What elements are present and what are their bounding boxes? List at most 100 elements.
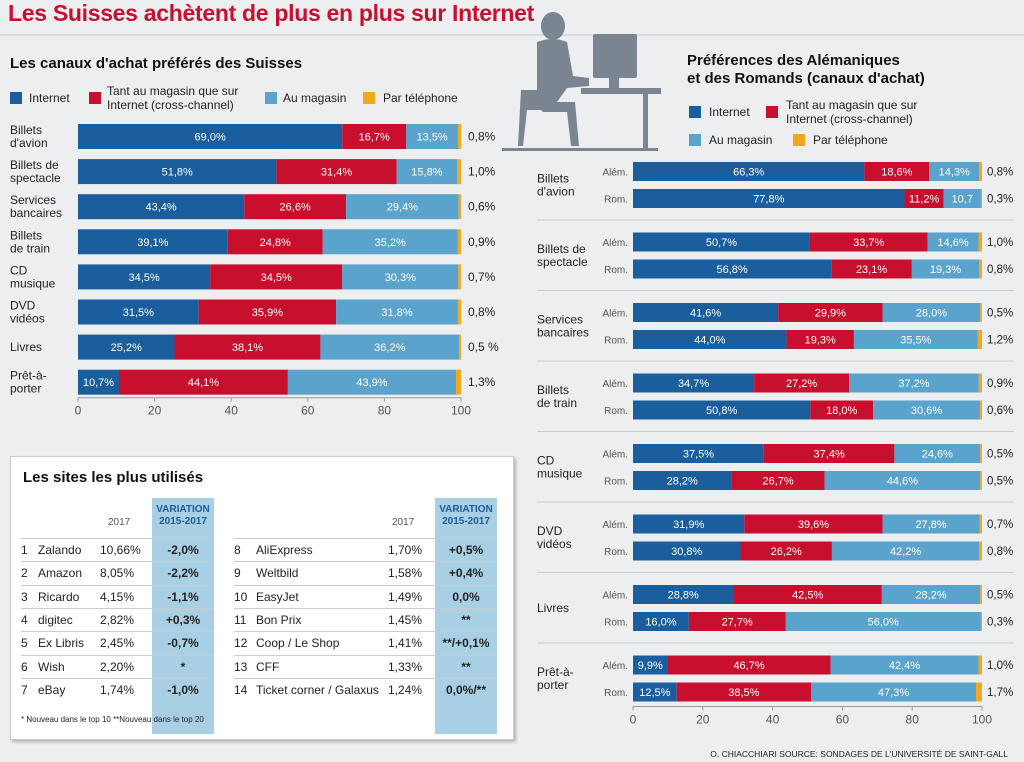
- chart2-row1-rom-magasin-label: 19,3%: [930, 264, 961, 276]
- legend2-cross-line1: Tant au magasin que sur: [786, 98, 918, 112]
- chart2-row7-rom-internet-bar: [633, 682, 677, 702]
- sites-table-panel: Les sites les plus utilisés 2017 VARIATI…: [10, 456, 514, 740]
- rank-cell: 14: [234, 682, 248, 697]
- chart2-row2-alem-internet-label: 41,6%: [690, 308, 721, 320]
- chart2-row3-rom-cross-label: 18,0%: [826, 405, 857, 417]
- table-row: 9 Weltbild 1,58% +0,4%: [11, 562, 511, 585]
- legend2-cross-swatch: [766, 106, 778, 118]
- chart2-category-label: bancaires: [537, 326, 589, 340]
- chart1-row5-internet-label: 31,5%: [123, 307, 154, 319]
- chart2-row0-alem-telephone-label: 0,8%: [987, 167, 1013, 179]
- chart1-row0-telephone-bar: [457, 124, 461, 149]
- table-row: 3 Ricardo 4,15% -1,1%: [11, 586, 511, 609]
- share-cell: 2,20%: [100, 659, 135, 674]
- variation-cell: 0,0%/**: [445, 682, 487, 697]
- variation-cell: -2,0%: [167, 543, 199, 557]
- chart2-group-label: Rom.: [604, 618, 628, 629]
- chart2-row4-rom-internet-label: 28,2%: [667, 476, 698, 488]
- variation-cell: *: [180, 659, 186, 674]
- chart2-group-label: Rom.: [604, 336, 628, 347]
- rank-cell: 10: [234, 589, 248, 604]
- share-cell: 2,82%: [100, 612, 135, 627]
- chart2-group-label: Além.: [602, 379, 628, 390]
- chart2-row7-alem-cross-bar: [667, 655, 831, 675]
- chart2-row0-rom-cross-label: 11,2%: [909, 194, 940, 206]
- chart2-row5-rom-telephone-label: 0,8%: [987, 546, 1013, 558]
- chart2-group-label: Além.: [602, 591, 628, 602]
- legend-magasin-swatch: [265, 92, 277, 104]
- variation-header-left-line2: 2015-2017: [159, 516, 207, 527]
- row-divider: [234, 538, 497, 539]
- chart2-row4-alem-telephone-bar: [980, 444, 982, 463]
- chart1-row5-telephone-bar: [457, 299, 461, 325]
- legend-cross-label: Tant au magasin que sur Internet (cross-c…: [107, 84, 238, 112]
- share-cell: 1,70%: [388, 543, 423, 557]
- chart2-row1-alem-magasin-bar: [927, 232, 979, 252]
- chart1-row7-cross-label: 44,1%: [188, 377, 219, 389]
- site-name-cell: EasyJet: [256, 589, 299, 604]
- chart1-row5-internet-bar: [78, 299, 199, 325]
- site-name-cell: Ticket corner / Galaxus: [256, 682, 379, 697]
- table-row: 13 CFF 1,33% **: [11, 656, 511, 679]
- chart2-category-label: Livres: [537, 601, 569, 615]
- share-cell: 1,41%: [388, 636, 423, 651]
- row-divider: [21, 631, 214, 633]
- legend-internet-swatch: [10, 92, 22, 104]
- chart1-row5-cross-label: 35,9%: [252, 307, 283, 319]
- site-name-cell: digitec: [38, 612, 73, 627]
- chart2-row7-alem-internet-bar: [633, 655, 668, 675]
- share-cell: 1,49%: [388, 589, 423, 604]
- chart2-title: Préférences des Alémaniques et des Romand…: [687, 52, 925, 88]
- chart2-row1-rom-internet-label: 56,8%: [717, 264, 748, 276]
- chart2-row5-alem-telephone-label: 0,7%: [987, 519, 1013, 531]
- legend2-cross-label: Tant au magasin que sur Internet (cross-c…: [786, 98, 917, 126]
- chart1-title: Les canaux d'achat préférés des Suisses: [10, 55, 303, 72]
- chart2-row0-alem-telephone-bar: [979, 162, 982, 181]
- chart2-row0-alem-cross-label: 18,6%: [881, 167, 912, 179]
- chart1-row4-internet-label: 34,5%: [128, 272, 159, 284]
- row-divider: [21, 538, 214, 539]
- chart2-row0-rom-magasin-bar: [943, 189, 981, 208]
- rank-cell: 5: [21, 636, 28, 651]
- chart1-row0-magasin-bar: [406, 124, 458, 149]
- variation-header-right-line2: 2015-2017: [442, 516, 490, 527]
- variation-cell: -1,0%: [167, 682, 199, 697]
- legend-telephone-swatch: [363, 92, 375, 104]
- chart1-row3-internet-label: 39,1%: [137, 237, 168, 249]
- table-row: 2 Amazon 8,05% -2,2%: [11, 562, 511, 585]
- variation-cell: +0,3%: [165, 612, 201, 627]
- chart2-row1-alem-cross-bar: [809, 232, 928, 252]
- variation-cell: -0,7%: [167, 636, 199, 651]
- chart2-group-label: Rom.: [604, 195, 628, 206]
- legend-internet-label: Internet: [29, 91, 70, 105]
- chart1-category-label: bancaires: [10, 206, 62, 220]
- variation-column-bg-left: [152, 498, 214, 734]
- chart2-row0-alem-cross-bar: [864, 162, 930, 181]
- chart1-category-label: de train: [10, 241, 50, 255]
- chart1-x-tick-label: 60: [301, 404, 315, 418]
- rank-cell: 6: [21, 659, 28, 674]
- chart1-row3-telephone-label: 0,9%: [468, 235, 496, 249]
- legend2-telephone-label: Par téléphone: [813, 133, 888, 147]
- chart2-row2-alem-telephone-bar: [980, 303, 982, 322]
- chart2-row5-rom-cross-label: 26,2%: [771, 546, 802, 558]
- chart1-row4-cross-label: 34,5%: [261, 272, 292, 284]
- row-divider: [234, 561, 497, 563]
- chart2-x-tick-label: 40: [766, 713, 780, 727]
- site-name-cell: Weltbild: [256, 566, 299, 581]
- chart2-title-line2: et des Romands (canaux d'achat): [687, 70, 925, 87]
- chart2-row7-alem-magasin-label: 42,4%: [889, 660, 920, 672]
- chart2-row4-alem-cross-label: 37,4%: [814, 449, 845, 461]
- chart2-row6-rom-magasin-label: 56,0%: [868, 617, 899, 629]
- chart2-row6-alem-telephone-label: 0,5%: [987, 590, 1013, 602]
- chart2-row0-rom-magasin-label: 10,7: [952, 194, 973, 206]
- chart2-row7-alem-magasin-bar: [830, 655, 979, 675]
- table-row: 7 eBay 1,74% -1,0%: [11, 679, 511, 702]
- chart1-category-label: Billets: [10, 123, 42, 137]
- site-name-cell: Coop / Le Shop: [256, 636, 340, 651]
- chart2-row6-rom-telephone-label: 0,3%: [987, 617, 1013, 629]
- legend2-internet-label: Internet: [709, 105, 750, 119]
- chart2-group-label: Rom.: [604, 547, 628, 558]
- chart1-row0-telephone-label: 0,8%: [468, 130, 496, 144]
- chart1-category-label: Services: [10, 193, 56, 207]
